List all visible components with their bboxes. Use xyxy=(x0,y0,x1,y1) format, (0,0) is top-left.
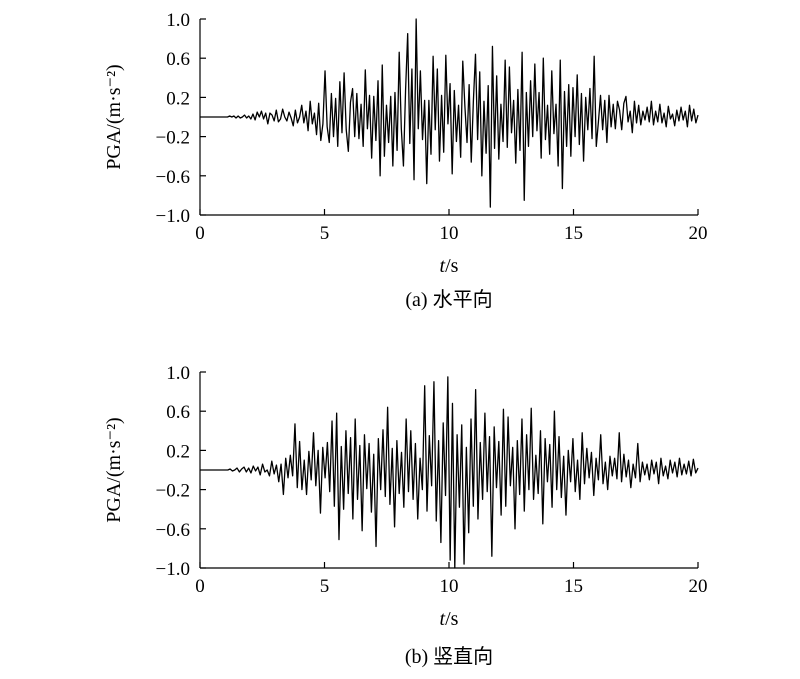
x-tick-label: 15 xyxy=(564,223,583,244)
y-tick-label: 0.2 xyxy=(166,88,190,109)
panel-caption: (a) 水平向 xyxy=(405,288,492,311)
x-axis-label-var: t xyxy=(440,608,446,630)
series-line xyxy=(200,18,699,208)
x-axis-label-unit: /s xyxy=(445,255,459,277)
x-axis-label: t/s xyxy=(440,255,459,277)
y-tick-label: 0.6 xyxy=(166,402,190,423)
y-tick-label: −0.2 xyxy=(156,128,190,149)
y-tick-label: −0.2 xyxy=(156,481,190,502)
panel-caption: (b) 竖直向 xyxy=(405,645,493,668)
x-tick-label: 10 xyxy=(440,576,459,597)
x-tick-label: 10 xyxy=(440,223,459,244)
y-axis-label: PGA/(m·s⁻²) xyxy=(103,417,125,522)
y-tick-label: −1.0 xyxy=(156,559,190,580)
y-tick-label: 1.0 xyxy=(166,10,190,31)
chart-panel-vertical: 1.0 0.6 0.2 −0.2 −0.6 −1.0 0 5 10 15 20 PGA/(m·s⁻… xyxy=(103,363,708,668)
x-tick-label: 0 xyxy=(195,576,205,597)
x-tick-label: 15 xyxy=(564,576,583,597)
y-tick-label: −1.0 xyxy=(156,206,190,227)
x-tick-label: 5 xyxy=(320,223,330,244)
x-tick-label: 20 xyxy=(689,223,708,244)
y-tick-label: −0.6 xyxy=(156,167,190,188)
x-tick-label: 5 xyxy=(320,576,330,597)
y-tick-label: −0.6 xyxy=(156,520,190,541)
y-tick-labels: 1.0 0.6 0.2 −0.2 −0.6 −1.0 xyxy=(156,363,190,580)
x-tick-labels: 0 5 10 15 20 xyxy=(195,576,707,597)
y-tick-label: 0.6 xyxy=(166,49,190,70)
series-line xyxy=(200,376,699,569)
x-tick-label: 20 xyxy=(689,576,708,597)
x-tick-label: 0 xyxy=(195,223,205,244)
y-tick-label: 1.0 xyxy=(166,363,190,384)
x-axis-label: t/s xyxy=(440,608,459,630)
axis-ticks xyxy=(199,371,699,569)
chart-panel-horizontal: 1.0 0.6 0.2 −0.2 −0.6 −1.0 0 5 10 15 20 PGA/(m·s⁻… xyxy=(103,10,708,311)
axis-ticks xyxy=(199,18,699,216)
x-axis-label-var: t xyxy=(440,255,446,277)
y-axis-label: PGA/(m·s⁻²) xyxy=(103,64,125,169)
x-tick-labels: 0 5 10 15 20 xyxy=(195,223,707,244)
x-axis-label-unit: /s xyxy=(445,608,459,630)
y-tick-label: 0.2 xyxy=(166,441,190,462)
y-tick-labels: 1.0 0.6 0.2 −0.2 −0.6 −1.0 xyxy=(156,10,190,227)
